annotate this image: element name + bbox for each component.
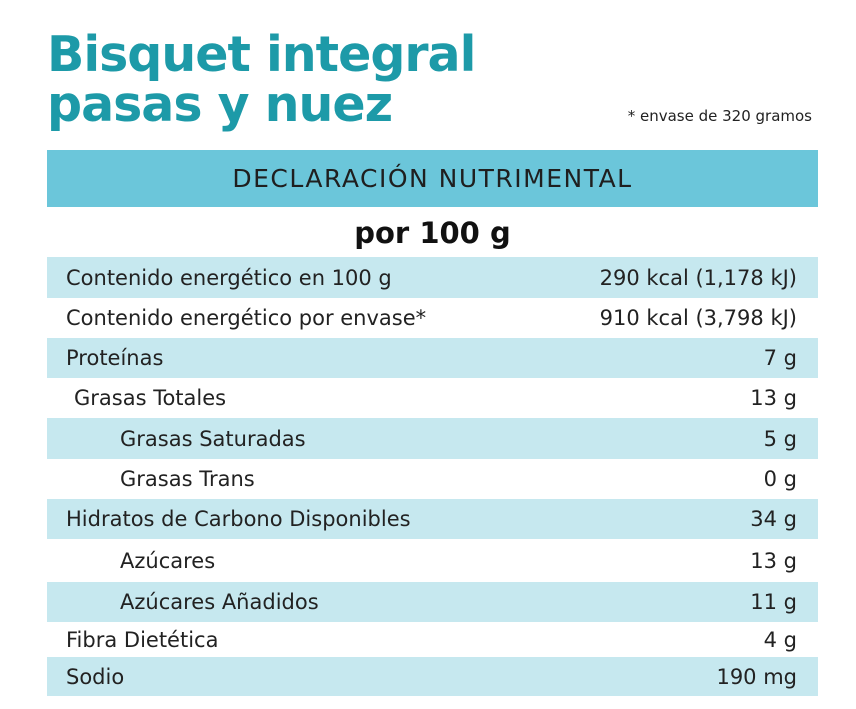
- row-value: 34 g: [750, 507, 797, 531]
- row-label: Contenido energético por envase*: [66, 306, 427, 330]
- nutrition-row: Azúcares Añadidos 11 g: [47, 582, 818, 622]
- product-title: Bisquet integral pasas y nuez: [47, 26, 476, 133]
- product-title-line2: pasas y nuez: [47, 76, 393, 133]
- nutrition-row: Grasas Totales 13 g: [47, 378, 818, 418]
- nutrition-row: Grasas Trans 0 g: [47, 459, 818, 499]
- nutrition-header: DECLARACIÓN NUTRIMENTAL: [47, 150, 818, 207]
- nutrition-table: Contenido energético en 100 g 290 kcal (…: [47, 257, 818, 696]
- row-value: 190 mg: [716, 664, 797, 689]
- row-value: 0 g: [763, 467, 797, 491]
- nutrition-row: Grasas Saturadas 5 g: [47, 418, 818, 459]
- row-label: Contenido energético en 100 g: [66, 265, 392, 290]
- package-note: * envase de 320 gramos: [627, 107, 812, 125]
- nutrition-row: Contenido energético en 100 g 290 kcal (…: [47, 257, 818, 298]
- row-label: Grasas Trans: [120, 467, 255, 491]
- row-value: 7 g: [763, 346, 797, 370]
- row-value: 290 kcal (1,178 kJ): [599, 265, 797, 290]
- nutrition-row: Proteínas 7 g: [47, 338, 818, 378]
- row-value: 11 g: [750, 590, 797, 614]
- row-value: 4 g: [763, 627, 797, 652]
- nutrition-row: Contenido energético por envase* 910 kca…: [47, 298, 818, 338]
- row-value: 13 g: [750, 386, 797, 410]
- row-label: Grasas Totales: [74, 386, 227, 410]
- nutrition-row: Fibra Dietética 4 g: [47, 622, 818, 657]
- row-label: Azúcares: [120, 548, 216, 573]
- nutrition-row: Hidratos de Carbono Disponibles 34 g: [47, 499, 818, 539]
- per-portion-label: por 100 g: [354, 216, 511, 250]
- row-label: Hidratos de Carbono Disponibles: [66, 507, 411, 531]
- row-label: Azúcares Añadidos: [120, 590, 319, 614]
- row-label: Proteínas: [66, 346, 164, 370]
- row-label: Fibra Dietética: [66, 627, 219, 652]
- row-label: Sodio: [66, 664, 125, 689]
- row-value: 910 kcal (3,798 kJ): [599, 306, 797, 330]
- nutrition-row: Azúcares 13 g: [47, 539, 818, 582]
- product-title-line1: Bisquet integral: [47, 26, 476, 83]
- row-value: 5 g: [763, 426, 797, 451]
- row-label: Grasas Saturadas: [120, 426, 306, 451]
- nutrition-row: Sodio 190 mg: [47, 657, 818, 696]
- row-value: 13 g: [750, 548, 797, 573]
